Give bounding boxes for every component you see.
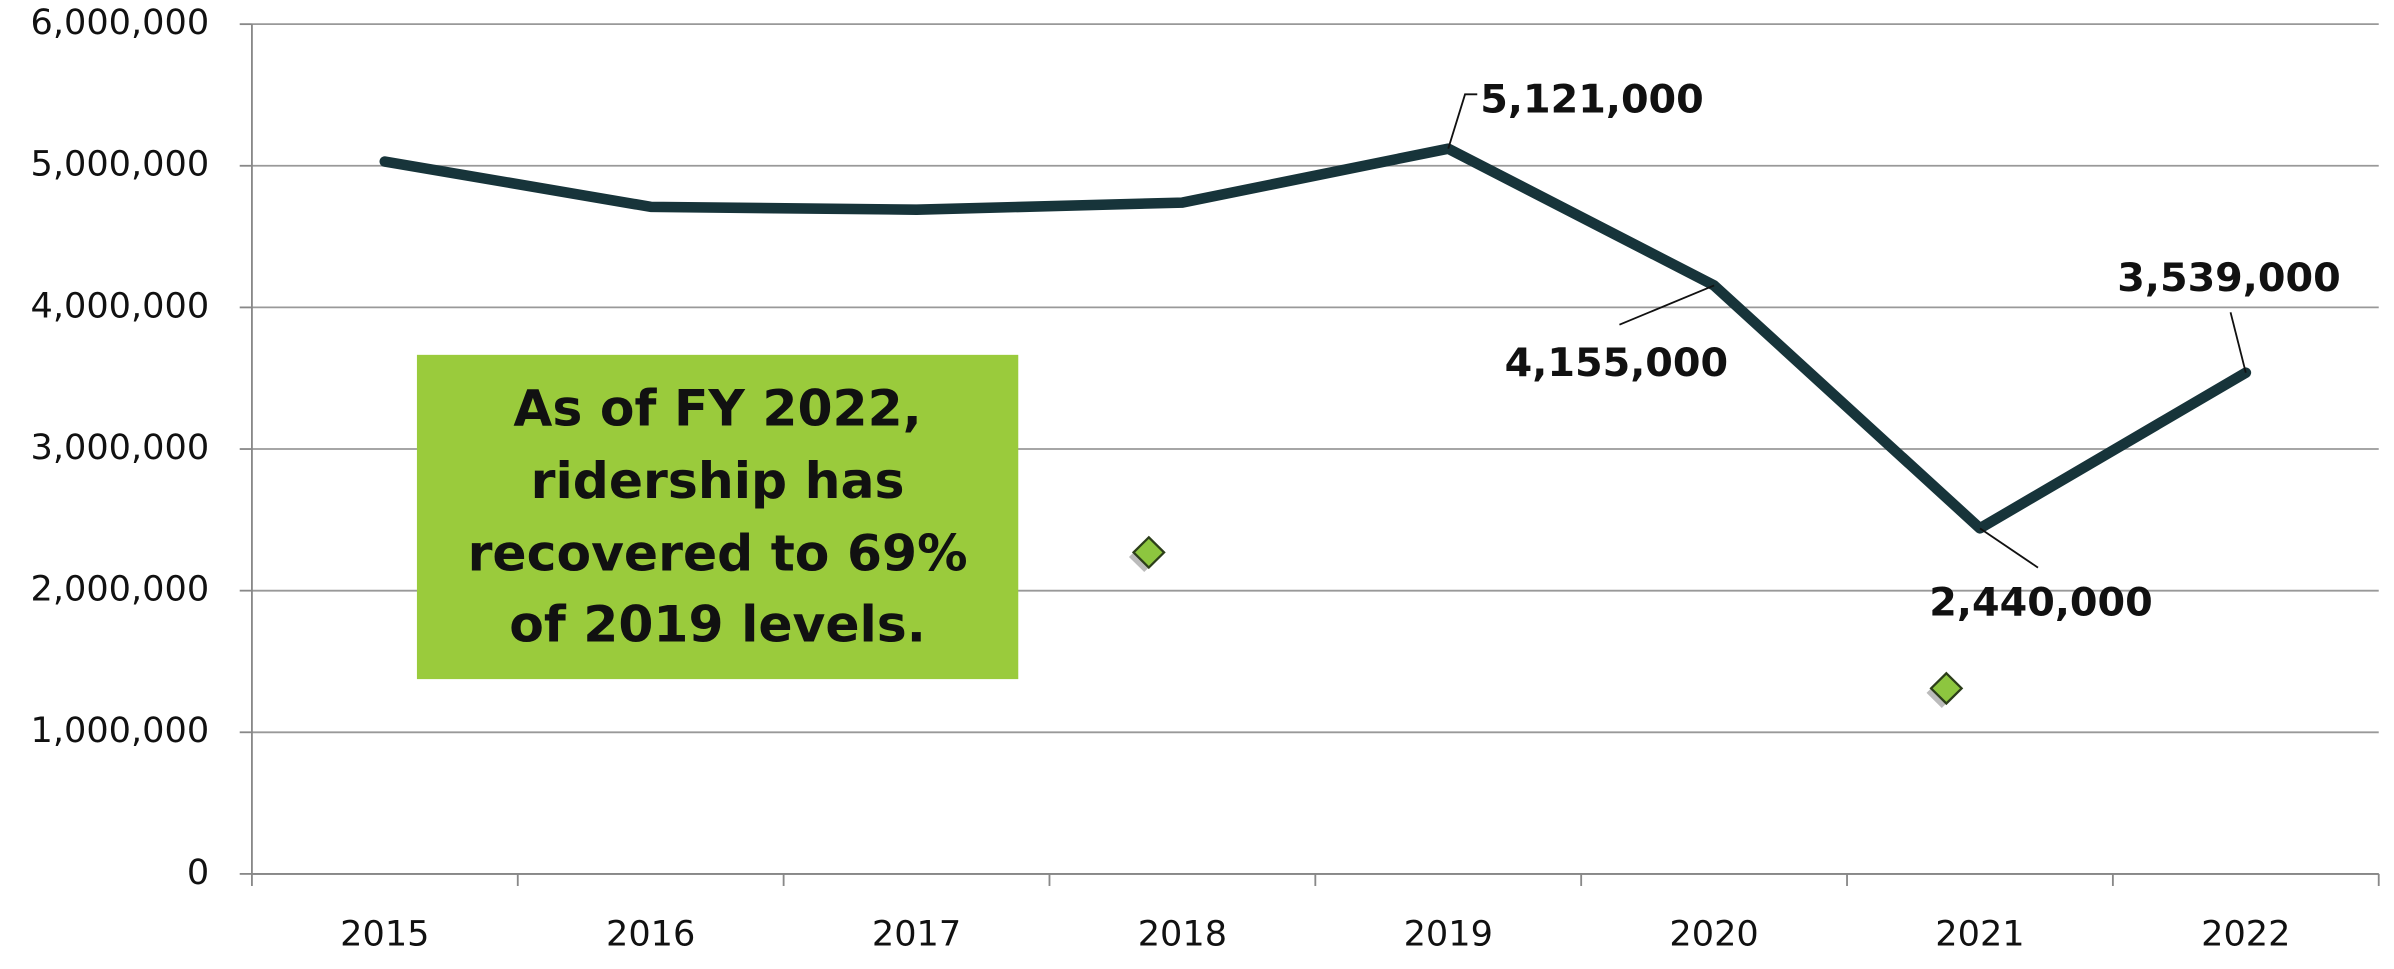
marker <box>1131 535 1166 570</box>
x-tick-label: 2016 <box>606 915 695 955</box>
leader-line <box>1447 93 1478 149</box>
x-tick-label: 2020 <box>1669 915 1758 955</box>
y-tick-label: 5,000,000 <box>30 145 209 185</box>
x-tick-label: 2019 <box>1404 915 1493 955</box>
y-tick-label: 6,000,000 <box>30 3 209 43</box>
annotation: As of FY 2022, ridership has recovered t… <box>416 354 1019 680</box>
value-label: 2,440,000 <box>1929 580 2153 626</box>
x-tick-label: 2022 <box>2201 915 2290 955</box>
y-tick-label: 2,000,000 <box>30 570 209 610</box>
x-tick-label: 2015 <box>340 915 429 955</box>
leader-line <box>1979 527 2039 569</box>
y-tick-label: 4,000,000 <box>30 287 209 327</box>
value-label: 4,155,000 <box>1505 340 1729 386</box>
series-line <box>379 143 2252 534</box>
annotation-box: As of FY 2022, ridership has recovered t… <box>416 354 1019 680</box>
x-tick-label: 2017 <box>872 915 961 955</box>
x-tick-label: 2018 <box>1138 915 1227 955</box>
leader-line <box>1619 284 1715 326</box>
value-label: 3,539,000 <box>2117 255 2341 301</box>
x-tick-label: 2021 <box>1935 915 2024 955</box>
marker <box>1929 671 1964 706</box>
y-tick-label: 3,000,000 <box>30 428 209 468</box>
y-tick-label: 0 <box>187 853 209 893</box>
leader-line <box>2229 312 2247 373</box>
value-label: 5,121,000 <box>1480 76 1704 122</box>
y-tick-label: 1,000,000 <box>30 711 209 751</box>
